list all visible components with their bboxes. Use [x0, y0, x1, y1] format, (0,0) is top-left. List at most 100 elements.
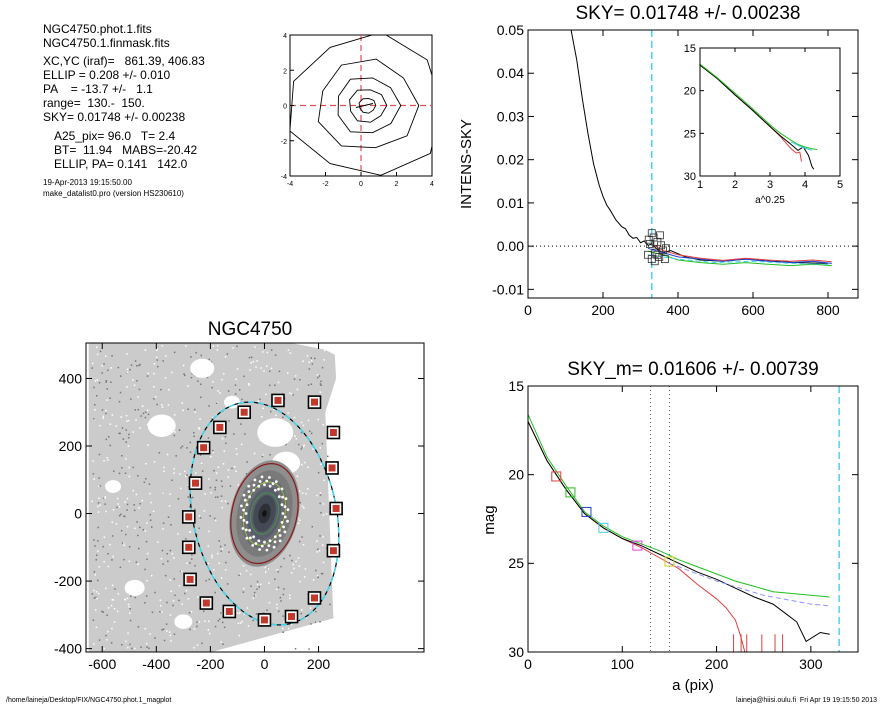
speckle [193, 628, 196, 630]
speckle [234, 393, 237, 395]
speckle [180, 487, 182, 490]
sky-box-fill [216, 423, 224, 431]
speckle [97, 550, 99, 552]
speckle [138, 364, 140, 367]
isophote-dot [251, 544, 255, 547]
inset-y-label: 20 [684, 86, 696, 98]
isophote-dot [267, 544, 271, 547]
speckle [245, 569, 248, 572]
speckle [92, 473, 95, 475]
isophote-dot [278, 534, 282, 537]
speckle [145, 540, 148, 543]
speckle [308, 648, 310, 650]
speckle [311, 629, 314, 631]
speckle [301, 446, 303, 448]
speckle [166, 453, 169, 456]
speckle [167, 516, 170, 518]
speckle [157, 541, 159, 543]
speckle [95, 626, 98, 628]
speckle [229, 485, 232, 487]
speckle [297, 517, 299, 519]
speckle [156, 403, 158, 406]
speckle [103, 561, 105, 563]
speckle [208, 578, 210, 581]
speckle [270, 367, 273, 370]
x-tick-label: 0 [524, 302, 532, 318]
y-tick-label: -200 [54, 573, 82, 589]
speckle [130, 364, 133, 366]
inset-line [790, 141, 813, 151]
speckle [144, 349, 147, 351]
speckle [207, 545, 210, 547]
speckle [117, 610, 119, 613]
galaxy-params: A25_pix= 96.0 T= 2.4 BT= 11.94 MABS=-20.… [54, 129, 205, 171]
isophote-dot [268, 539, 272, 543]
speckle [321, 621, 324, 623]
speckle [142, 412, 145, 415]
speckle [294, 648, 297, 650]
speckle [203, 510, 206, 512]
speckle [99, 485, 102, 487]
isophote-dot [239, 516, 243, 519]
speckle [214, 488, 216, 491]
isophote-dot [260, 475, 264, 479]
speckle [169, 634, 172, 637]
speckle [293, 378, 296, 380]
speckle [209, 632, 211, 635]
speckle [137, 563, 139, 565]
isophote-green [243, 481, 286, 546]
speckle [268, 582, 270, 584]
mask-hole [190, 358, 215, 378]
speckle [149, 519, 152, 521]
speckle [210, 492, 212, 494]
inset-y-label: 30 [684, 171, 696, 183]
speckle [115, 425, 118, 427]
speckle [319, 383, 322, 385]
x-tick-label: 200 [307, 656, 331, 672]
speckle [146, 522, 148, 524]
speckle [221, 485, 223, 488]
speckle [150, 501, 152, 504]
speckle [251, 356, 253, 359]
speckle [96, 597, 98, 600]
isophote-dot [245, 521, 249, 524]
speckle [137, 396, 139, 398]
speckle [212, 381, 214, 383]
isophote-dot [277, 495, 281, 499]
speckle [170, 640, 172, 642]
speckle [322, 423, 324, 426]
speckle [128, 475, 131, 478]
speckle [168, 389, 170, 391]
isophote-dot [248, 529, 252, 532]
speckle [225, 442, 227, 445]
mask-hole [105, 480, 122, 493]
speckle [198, 427, 200, 429]
speckle [118, 432, 120, 435]
speckle [175, 455, 177, 457]
speckle [105, 409, 107, 412]
speckle [160, 605, 162, 607]
speckle [171, 552, 174, 555]
speckle [193, 432, 195, 434]
isophote-dot [268, 476, 271, 479]
speckle [111, 627, 113, 630]
speckle [252, 619, 254, 622]
speckle [153, 372, 155, 375]
speckle [201, 642, 203, 645]
speckle [318, 549, 321, 552]
speckle [289, 392, 291, 394]
speckle [221, 621, 224, 624]
speckle [262, 351, 264, 353]
speckle [181, 603, 183, 605]
info-line: make_datalist0.pro (version HS230610) [43, 189, 184, 198]
speckle [214, 625, 217, 628]
speckle [213, 517, 216, 520]
speckle [121, 644, 123, 646]
sky-title: SKY= 0.01748 +/- 0.00238 [575, 3, 800, 24]
mag-profile-line [528, 421, 755, 652]
speckle [113, 608, 116, 610]
speckle [96, 554, 98, 556]
speckle [93, 643, 95, 645]
speckle [221, 500, 223, 502]
speckle [155, 349, 158, 352]
